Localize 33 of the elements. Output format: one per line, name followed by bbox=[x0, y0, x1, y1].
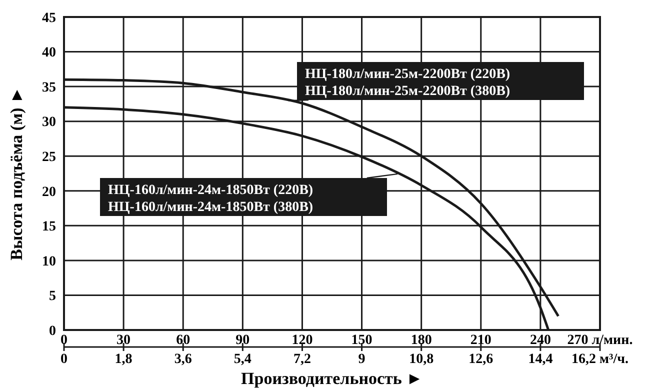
x2-tick-label: 0 bbox=[60, 352, 68, 367]
x-tick-label: 240 bbox=[530, 333, 551, 348]
y-tick-label: 10 bbox=[42, 254, 56, 270]
text: НЦ-160л/мин-24м-1850Вт (220В) НЦ-160л/мин-24м-1850Вт (380В) bbox=[108, 183, 314, 215]
x-tick-label: 30 bbox=[116, 333, 131, 348]
y-tick-label: 20 bbox=[42, 184, 56, 200]
x-tick-label: 60 bbox=[176, 333, 190, 348]
y-tick-label: 40 bbox=[42, 46, 56, 61]
series-label: НЦ-180л/мин-25м-2200Вт (220В) НЦ-180л/мин-25м-2200Вт (380В) bbox=[305, 67, 510, 99]
y-tick-label: 30 bbox=[42, 115, 56, 130]
x2-tick-label: 3,6 bbox=[174, 352, 192, 367]
x-tick-label: 180 bbox=[410, 333, 432, 348]
y-tick-label: 15 bbox=[42, 220, 56, 235]
y-tick-label: 25 bbox=[42, 150, 56, 166]
x2-tick-label: 12,6 bbox=[468, 352, 494, 367]
y-tick-label: 45 bbox=[42, 10, 56, 26]
y-axis-title: Высота подъёма (м) ► bbox=[7, 86, 26, 260]
x-axis-title: Производительность ► bbox=[241, 369, 423, 388]
x2-tick-label: 10,8 bbox=[409, 352, 434, 367]
y-tick-label: 5 bbox=[49, 289, 56, 304]
x2-tick-label: 7,2 bbox=[293, 352, 311, 367]
x2-tick-label: 14,4 bbox=[528, 352, 553, 367]
y-tick-label: 35 bbox=[42, 80, 56, 96]
x2-tick-label: 16,2 м³/ч. bbox=[571, 352, 629, 367]
x-tick-label: 150 bbox=[351, 333, 372, 348]
x2-tick-label: 9 bbox=[358, 352, 366, 367]
x2-tick-label: 5,4 bbox=[234, 352, 252, 367]
x-tick-label: 0 bbox=[60, 333, 68, 348]
x2-tick-label: 1,8 bbox=[114, 352, 132, 367]
x-tick-label: 90 bbox=[236, 333, 250, 348]
x-tick-label: 270 л/мин. bbox=[567, 333, 633, 348]
x-tick-label: 210 bbox=[470, 333, 492, 348]
x-tick-label: 120 bbox=[292, 333, 313, 348]
